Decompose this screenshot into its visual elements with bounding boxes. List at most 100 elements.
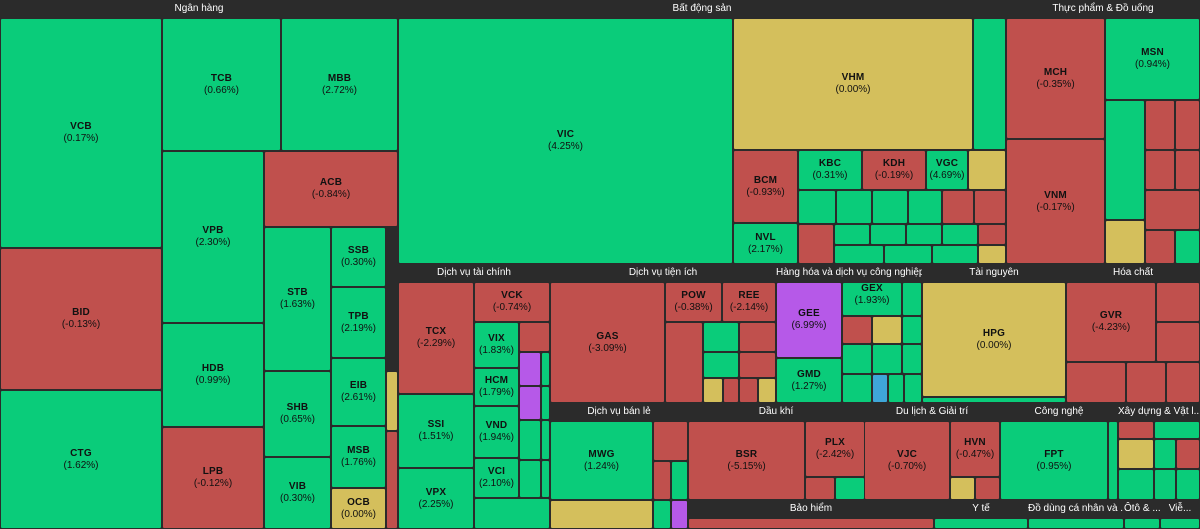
stock-tile-small[interactable]: [1108, 421, 1118, 500]
sector-header-du-lich-giai-tri[interactable]: Du lịch & Giải trí: [864, 403, 1000, 421]
stock-tile-mwg[interactable]: MWG (1.24%): [550, 421, 653, 500]
stock-tile-vcb[interactable]: VCB (0.17%): [0, 18, 162, 248]
stock-tile-small[interactable]: [671, 500, 688, 529]
stock-tile-small[interactable]: [1145, 230, 1175, 264]
stock-tile-small[interactable]: [1118, 469, 1154, 500]
stock-tile-small[interactable]: [1124, 518, 1160, 529]
stock-tile-vjc[interactable]: VJC (-0.70%): [864, 421, 950, 500]
stock-tile-small[interactable]: [1126, 362, 1166, 403]
stock-tile-small[interactable]: [942, 224, 978, 245]
sector-header-thuc-pham-do-uong[interactable]: Thực phẩm & Đồ uống: [1006, 0, 1200, 18]
sector-header-do-dung-ca-nhan-va[interactable]: Đồ dùng cá nhân và ...: [1028, 500, 1124, 518]
stock-tile-bsr[interactable]: BSR (-5.15%): [688, 421, 805, 500]
stock-tile-small[interactable]: [902, 316, 922, 344]
stock-tile-fpt[interactable]: FPT (0.95%): [1000, 421, 1108, 500]
stock-tile-hdb[interactable]: HDB (0.99%): [162, 323, 264, 427]
stock-tile-gas[interactable]: GAS (-3.09%): [550, 282, 665, 403]
stock-tile-small[interactable]: [805, 477, 835, 500]
stock-tile-small[interactable]: [836, 190, 872, 224]
stock-tile-small[interactable]: [1154, 439, 1176, 469]
stock-tile-vib[interactable]: VIB (0.30%): [264, 457, 331, 529]
stock-tile-small[interactable]: [798, 190, 836, 224]
stock-tile-gee[interactable]: GEE (6.99%): [776, 282, 842, 358]
sector-header-bat-dong-san[interactable]: Bất động sản: [398, 0, 1006, 18]
stock-tile-small[interactable]: [665, 322, 703, 403]
stock-tile-small[interactable]: [653, 421, 688, 461]
stock-tile-small[interactable]: [842, 316, 872, 344]
stock-tile-small[interactable]: [1160, 518, 1200, 529]
stock-tile-eib[interactable]: EIB (2.61%): [331, 358, 386, 426]
stock-tile-mch[interactable]: MCH (-0.35%): [1006, 18, 1105, 139]
stock-tile-small[interactable]: [739, 378, 758, 403]
stock-tile-nvl[interactable]: NVL (2.17%): [733, 223, 798, 264]
stock-tile-tpb[interactable]: TPB (2.19%): [331, 287, 386, 358]
stock-tile-small[interactable]: [975, 477, 1000, 500]
stock-tile-small[interactable]: [835, 477, 865, 500]
stock-tile-small[interactable]: [834, 224, 870, 245]
stock-tile-small[interactable]: [798, 224, 834, 264]
stock-tile-gex[interactable]: GEX (1.93%): [842, 282, 902, 316]
stock-tile-small[interactable]: [1166, 362, 1200, 403]
stock-tile-small[interactable]: [870, 224, 906, 245]
stock-tile-gvr[interactable]: GVR (-4.23%): [1066, 282, 1156, 362]
stock-tile-ssi[interactable]: SSI (1.51%): [398, 394, 474, 468]
stock-tile-vhm[interactable]: VHM (0.00%): [733, 18, 973, 150]
sector-header-tai-nguyen[interactable]: Tài nguyên: [922, 264, 1066, 282]
stock-tile-msb[interactable]: MSB (1.76%): [331, 426, 386, 488]
stock-tile-small[interactable]: [653, 500, 671, 529]
stock-tile-msn[interactable]: MSN (0.94%): [1105, 18, 1200, 100]
sector-header-xay-dung-vat-l[interactable]: Xây dựng & Vật l...: [1118, 403, 1200, 421]
stock-tile-small[interactable]: [541, 352, 550, 386]
stock-tile-small[interactable]: [739, 352, 776, 378]
stock-tile-tcb[interactable]: TCB (0.66%): [162, 18, 281, 151]
stock-tile-ocb[interactable]: OCB (0.00%): [331, 488, 386, 529]
stock-tile-vck[interactable]: VCK (-0.74%): [474, 282, 550, 322]
sector-header-vie[interactable]: Viễ...: [1160, 500, 1200, 518]
stock-tile-small[interactable]: [1066, 362, 1126, 403]
stock-tile-small[interactable]: [1156, 322, 1200, 362]
stock-tile-small[interactable]: [1175, 230, 1200, 264]
sector-header-hang-hoa-va-dich-vu-cong-nghiep[interactable]: Hàng hóa và dịch vụ công nghiệp: [776, 264, 922, 282]
stock-tile-small[interactable]: [888, 374, 904, 403]
stock-tile-bid[interactable]: BID (-0.13%): [0, 248, 162, 390]
stock-tile-small[interactable]: [1028, 518, 1124, 529]
stock-tile-small[interactable]: [723, 378, 739, 403]
stock-tile-small[interactable]: [703, 322, 739, 352]
stock-tile-mbb[interactable]: MBB (2.72%): [281, 18, 398, 151]
stock-tile-hvn[interactable]: HVN (-0.47%): [950, 421, 1000, 477]
stock-tile-small[interactable]: [908, 190, 942, 224]
stock-tile-small[interactable]: [386, 371, 398, 431]
stock-tile-gmd[interactable]: GMD (1.27%): [776, 358, 842, 403]
stock-tile-hpg[interactable]: HPG (0.00%): [922, 282, 1066, 397]
stock-tile-small[interactable]: [519, 352, 541, 386]
stock-tile-small[interactable]: [1145, 190, 1200, 230]
stock-tile-small[interactable]: [1145, 100, 1175, 150]
stock-tile-stb[interactable]: STB (1.63%): [264, 227, 331, 371]
sector-header-hoa-chat[interactable]: Hóa chất: [1066, 264, 1200, 282]
stock-tile-ctg[interactable]: CTG (1.62%): [0, 390, 162, 529]
stock-tile-small[interactable]: [758, 378, 776, 403]
stock-tile-small[interactable]: [519, 322, 550, 352]
stock-tile-small[interactable]: [653, 461, 671, 500]
stock-tile-plx[interactable]: PLX (-2.42%): [805, 421, 865, 477]
stock-tile-small[interactable]: [739, 322, 776, 352]
stock-tile-small[interactable]: [519, 460, 541, 498]
stock-tile-small[interactable]: [978, 245, 1006, 264]
stock-tile-small[interactable]: [474, 498, 550, 529]
stock-tile-kdh[interactable]: KDH (-0.19%): [862, 150, 926, 190]
stock-tile-acb[interactable]: ACB (-0.84%): [264, 151, 398, 227]
stock-tile-vnm[interactable]: VNM (-0.17%): [1006, 139, 1105, 264]
stock-tile-vci[interactable]: VCI (2.10%): [474, 458, 519, 498]
stock-tile-small[interactable]: [1118, 421, 1154, 439]
stock-tile-vnd[interactable]: VND (1.94%): [474, 406, 519, 458]
stock-tile-small[interactable]: [703, 378, 723, 403]
stock-tile-small[interactable]: [906, 224, 942, 245]
sector-header-dich-vu-tai-chinh[interactable]: Dịch vụ tài chính: [398, 264, 550, 282]
stock-tile-small[interactable]: [1175, 150, 1200, 190]
stock-tile-small[interactable]: [974, 190, 1006, 224]
stock-tile-small[interactable]: [541, 386, 550, 420]
stock-tile-small[interactable]: [842, 374, 872, 403]
stock-tile-small[interactable]: [386, 431, 398, 529]
stock-tile-vpx[interactable]: VPX (2.25%): [398, 468, 474, 529]
sector-header-dich-vu-tien-ich[interactable]: Dịch vụ tiện ích: [550, 264, 776, 282]
